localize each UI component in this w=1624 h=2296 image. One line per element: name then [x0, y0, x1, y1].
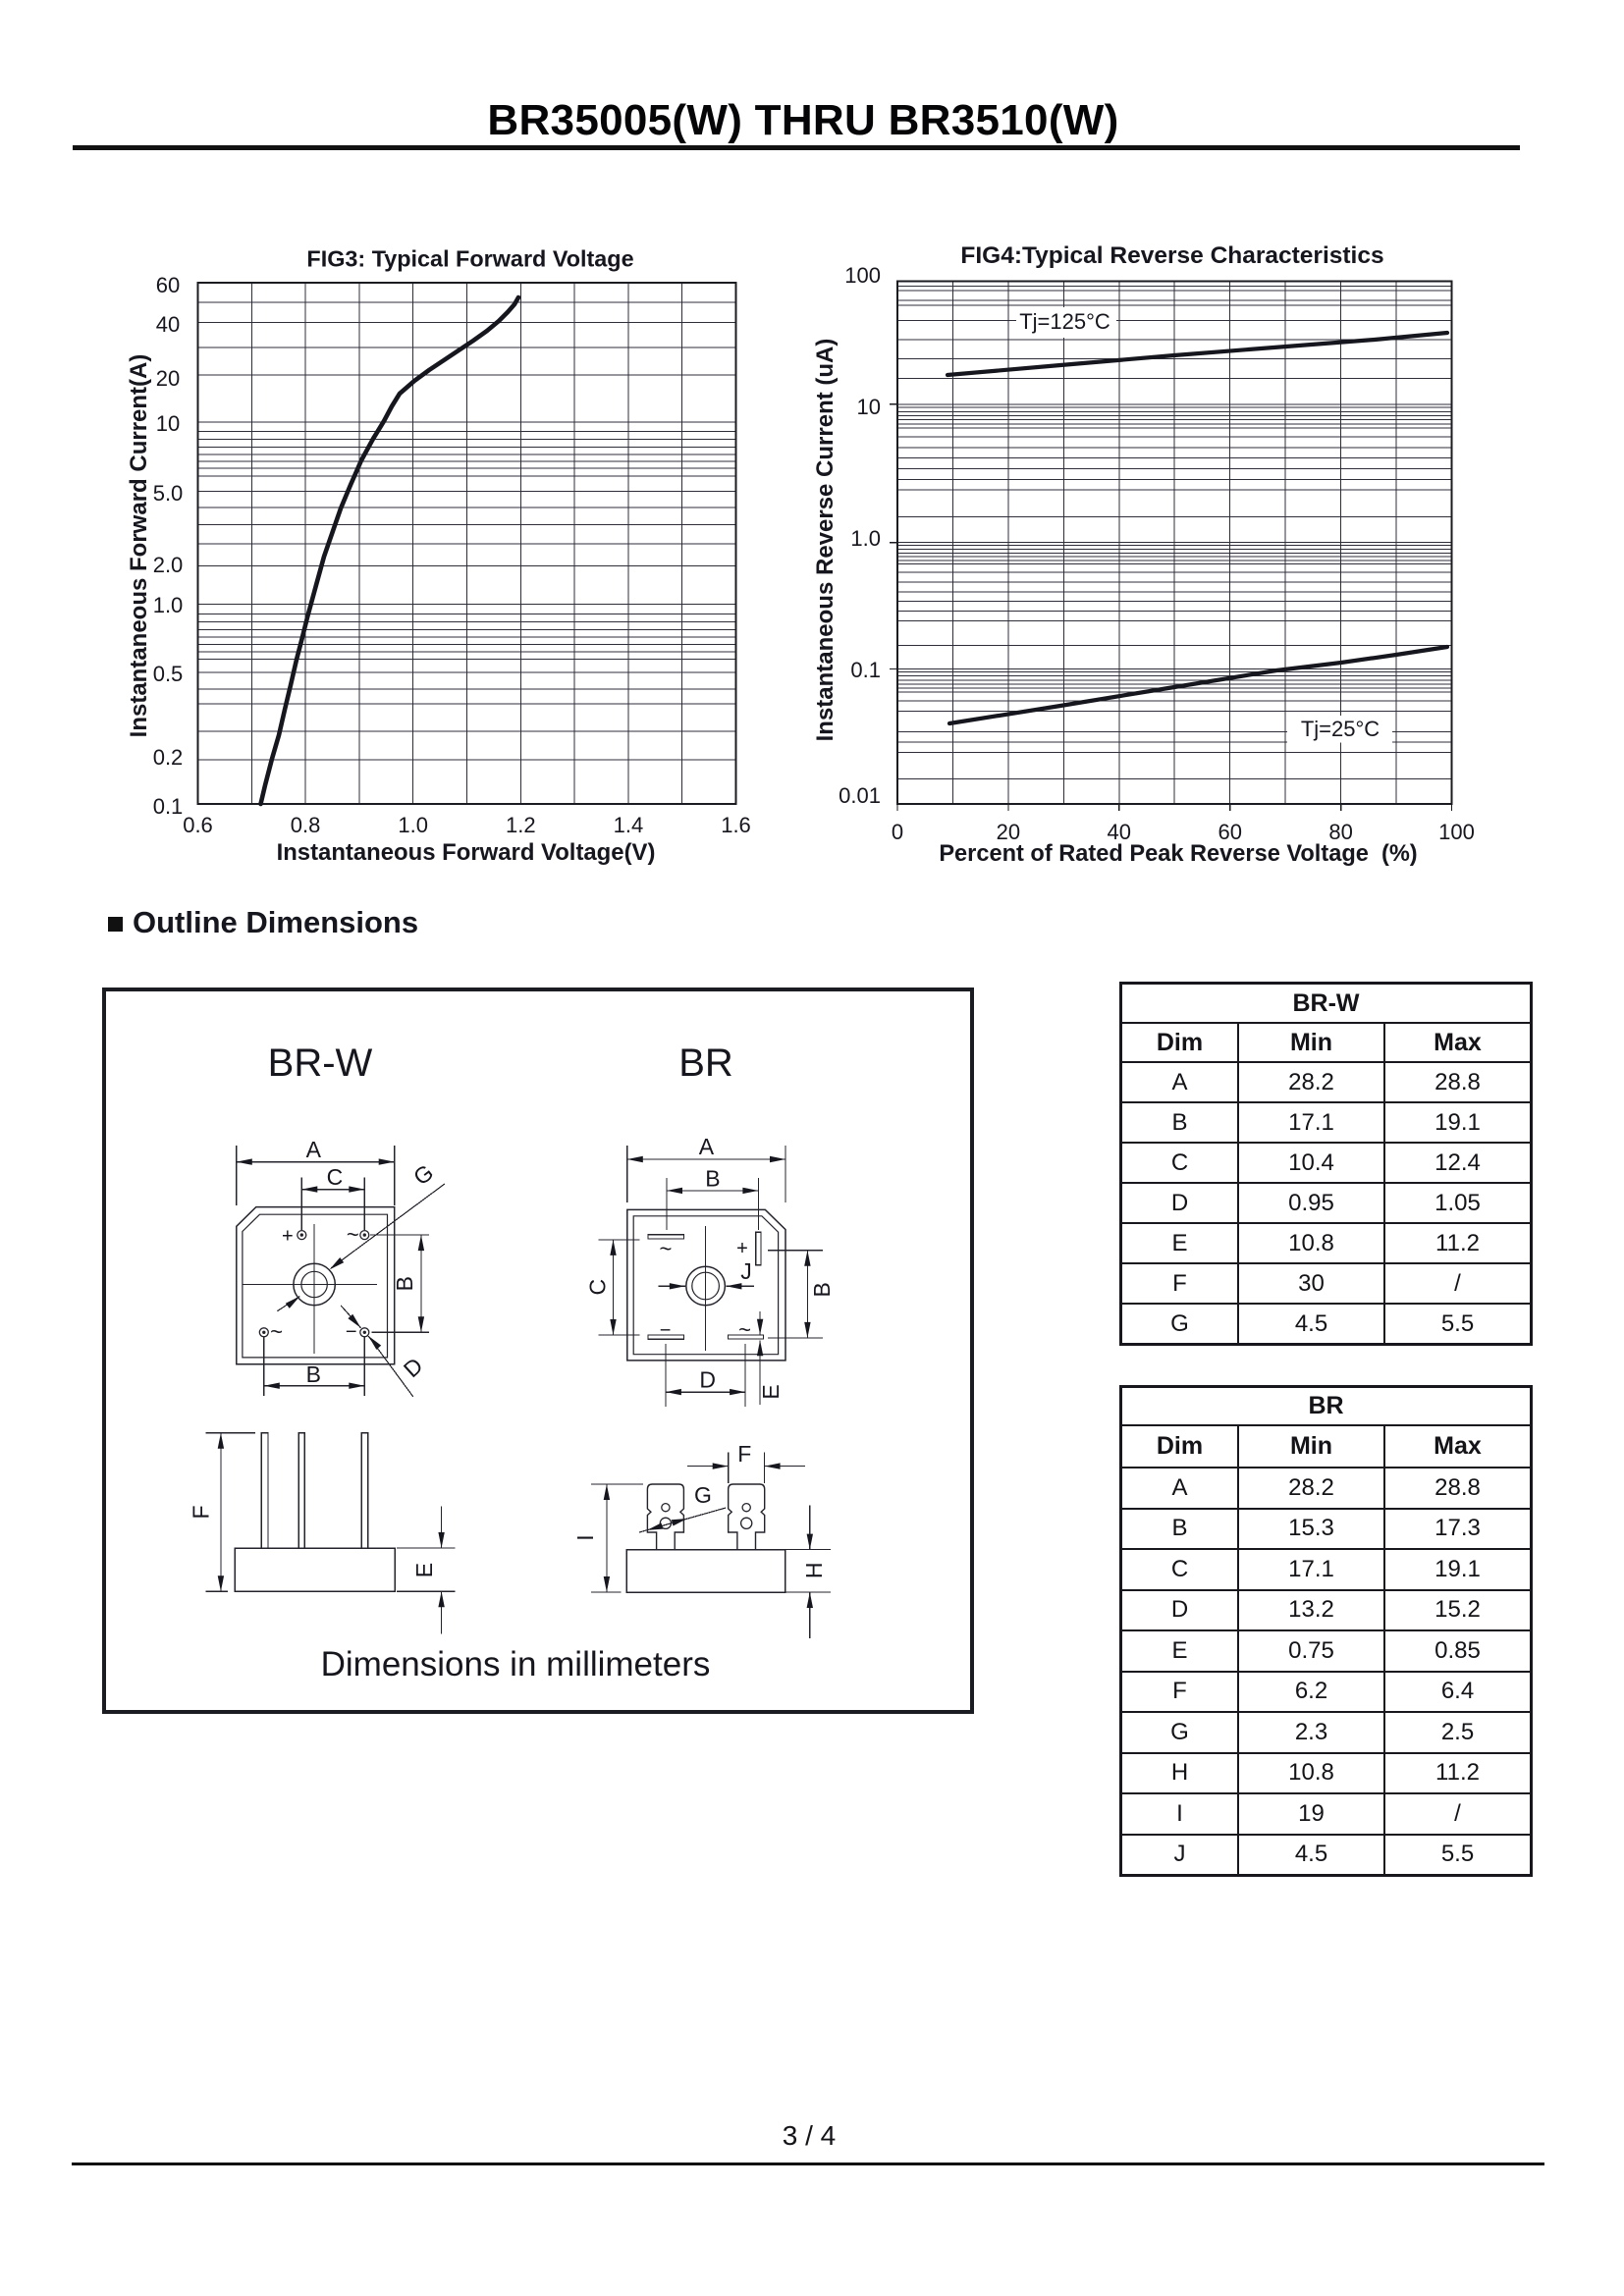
- svg-text:0.2: 0.2: [153, 745, 184, 770]
- svg-text:G: G: [694, 1482, 712, 1508]
- svg-text:C: C: [584, 1279, 610, 1296]
- svg-text:E: E: [758, 1384, 784, 1399]
- svg-text:5.0: 5.0: [153, 481, 184, 506]
- svg-text:~: ~: [659, 1237, 672, 1261]
- svg-text:D: D: [699, 1367, 716, 1393]
- svg-text:−: −: [660, 1320, 672, 1342]
- svg-text:40: 40: [1108, 820, 1131, 844]
- svg-text:0.01: 0.01: [839, 783, 881, 808]
- svg-text:1.0: 1.0: [850, 526, 881, 551]
- svg-text:~: ~: [738, 1317, 751, 1342]
- svg-text:~: ~: [347, 1222, 359, 1247]
- svg-text:Dimensions in millimeters: Dimensions in millimeters: [321, 1645, 711, 1683]
- svg-text:0.1: 0.1: [153, 794, 184, 819]
- svg-text:Instantaneous Reverse Current: Instantaneous Reverse Current (uA): [812, 339, 839, 742]
- svg-text:80: 80: [1328, 820, 1352, 844]
- svg-text:F: F: [737, 1441, 751, 1467]
- svg-text:FIG4:Typical Reverse Character: FIG4:Typical Reverse Characteristics: [960, 242, 1383, 269]
- svg-text:0.6: 0.6: [183, 813, 213, 837]
- svg-text:−: −: [346, 1321, 357, 1343]
- svg-text:40: 40: [156, 312, 180, 337]
- svg-text:A: A: [699, 1134, 715, 1159]
- svg-text:Tj=125°C: Tj=125°C: [1019, 309, 1110, 334]
- svg-text:Percent of Rated Peak Reverse: Percent of Rated Peak Reverse Voltage (%…: [939, 841, 1417, 867]
- svg-text:B: B: [705, 1166, 720, 1192]
- svg-text:~: ~: [270, 1319, 283, 1344]
- svg-text:20: 20: [997, 820, 1020, 844]
- svg-text:A: A: [306, 1137, 322, 1162]
- svg-text:60: 60: [156, 273, 180, 297]
- svg-text:B: B: [809, 1282, 835, 1297]
- svg-text:J: J: [740, 1258, 752, 1284]
- svg-text:20: 20: [156, 366, 180, 391]
- svg-text:+: +: [736, 1238, 748, 1259]
- svg-text:F: F: [189, 1505, 214, 1519]
- svg-text:Instantaneous Forward Voltage(: Instantaneous Forward Voltage(V): [277, 839, 656, 866]
- svg-text:FIG3: Typical Forward Voltage: FIG3: Typical Forward Voltage: [306, 246, 633, 272]
- svg-text:1.4: 1.4: [614, 813, 644, 837]
- svg-text:10: 10: [857, 395, 881, 419]
- svg-text:+: +: [282, 1225, 294, 1247]
- svg-text:C: C: [327, 1164, 344, 1190]
- svg-text:Tj=25°C: Tj=25°C: [1301, 717, 1380, 741]
- svg-text:1.0: 1.0: [398, 813, 428, 837]
- svg-text:100: 100: [844, 263, 881, 288]
- svg-text:Instantaneous Forward Current(: Instantaneous Forward Current(A): [126, 354, 152, 738]
- svg-text:1.2: 1.2: [506, 813, 536, 837]
- svg-text:H: H: [801, 1562, 827, 1578]
- svg-text:2.0: 2.0: [153, 553, 184, 577]
- svg-text:B: B: [306, 1362, 321, 1387]
- svg-text:I: I: [572, 1534, 598, 1540]
- svg-text:0.1: 0.1: [850, 658, 881, 682]
- svg-text:BR: BR: [678, 1041, 733, 1085]
- svg-text:10: 10: [156, 411, 180, 436]
- svg-text:1.0: 1.0: [153, 593, 184, 617]
- svg-text:BR-W: BR-W: [268, 1041, 373, 1085]
- svg-text:0: 0: [892, 820, 903, 844]
- svg-text:0.8: 0.8: [291, 813, 321, 837]
- svg-text:60: 60: [1218, 820, 1241, 844]
- svg-text:E: E: [411, 1563, 437, 1577]
- svg-text:B: B: [392, 1276, 417, 1291]
- svg-text:D: D: [399, 1353, 428, 1382]
- svg-text:100: 100: [1438, 820, 1475, 844]
- svg-text:Outline Dimensions: Outline Dimensions: [133, 905, 418, 939]
- svg-text:1.6: 1.6: [721, 813, 751, 837]
- svg-text:0.5: 0.5: [153, 662, 184, 686]
- svg-text:G: G: [408, 1159, 438, 1191]
